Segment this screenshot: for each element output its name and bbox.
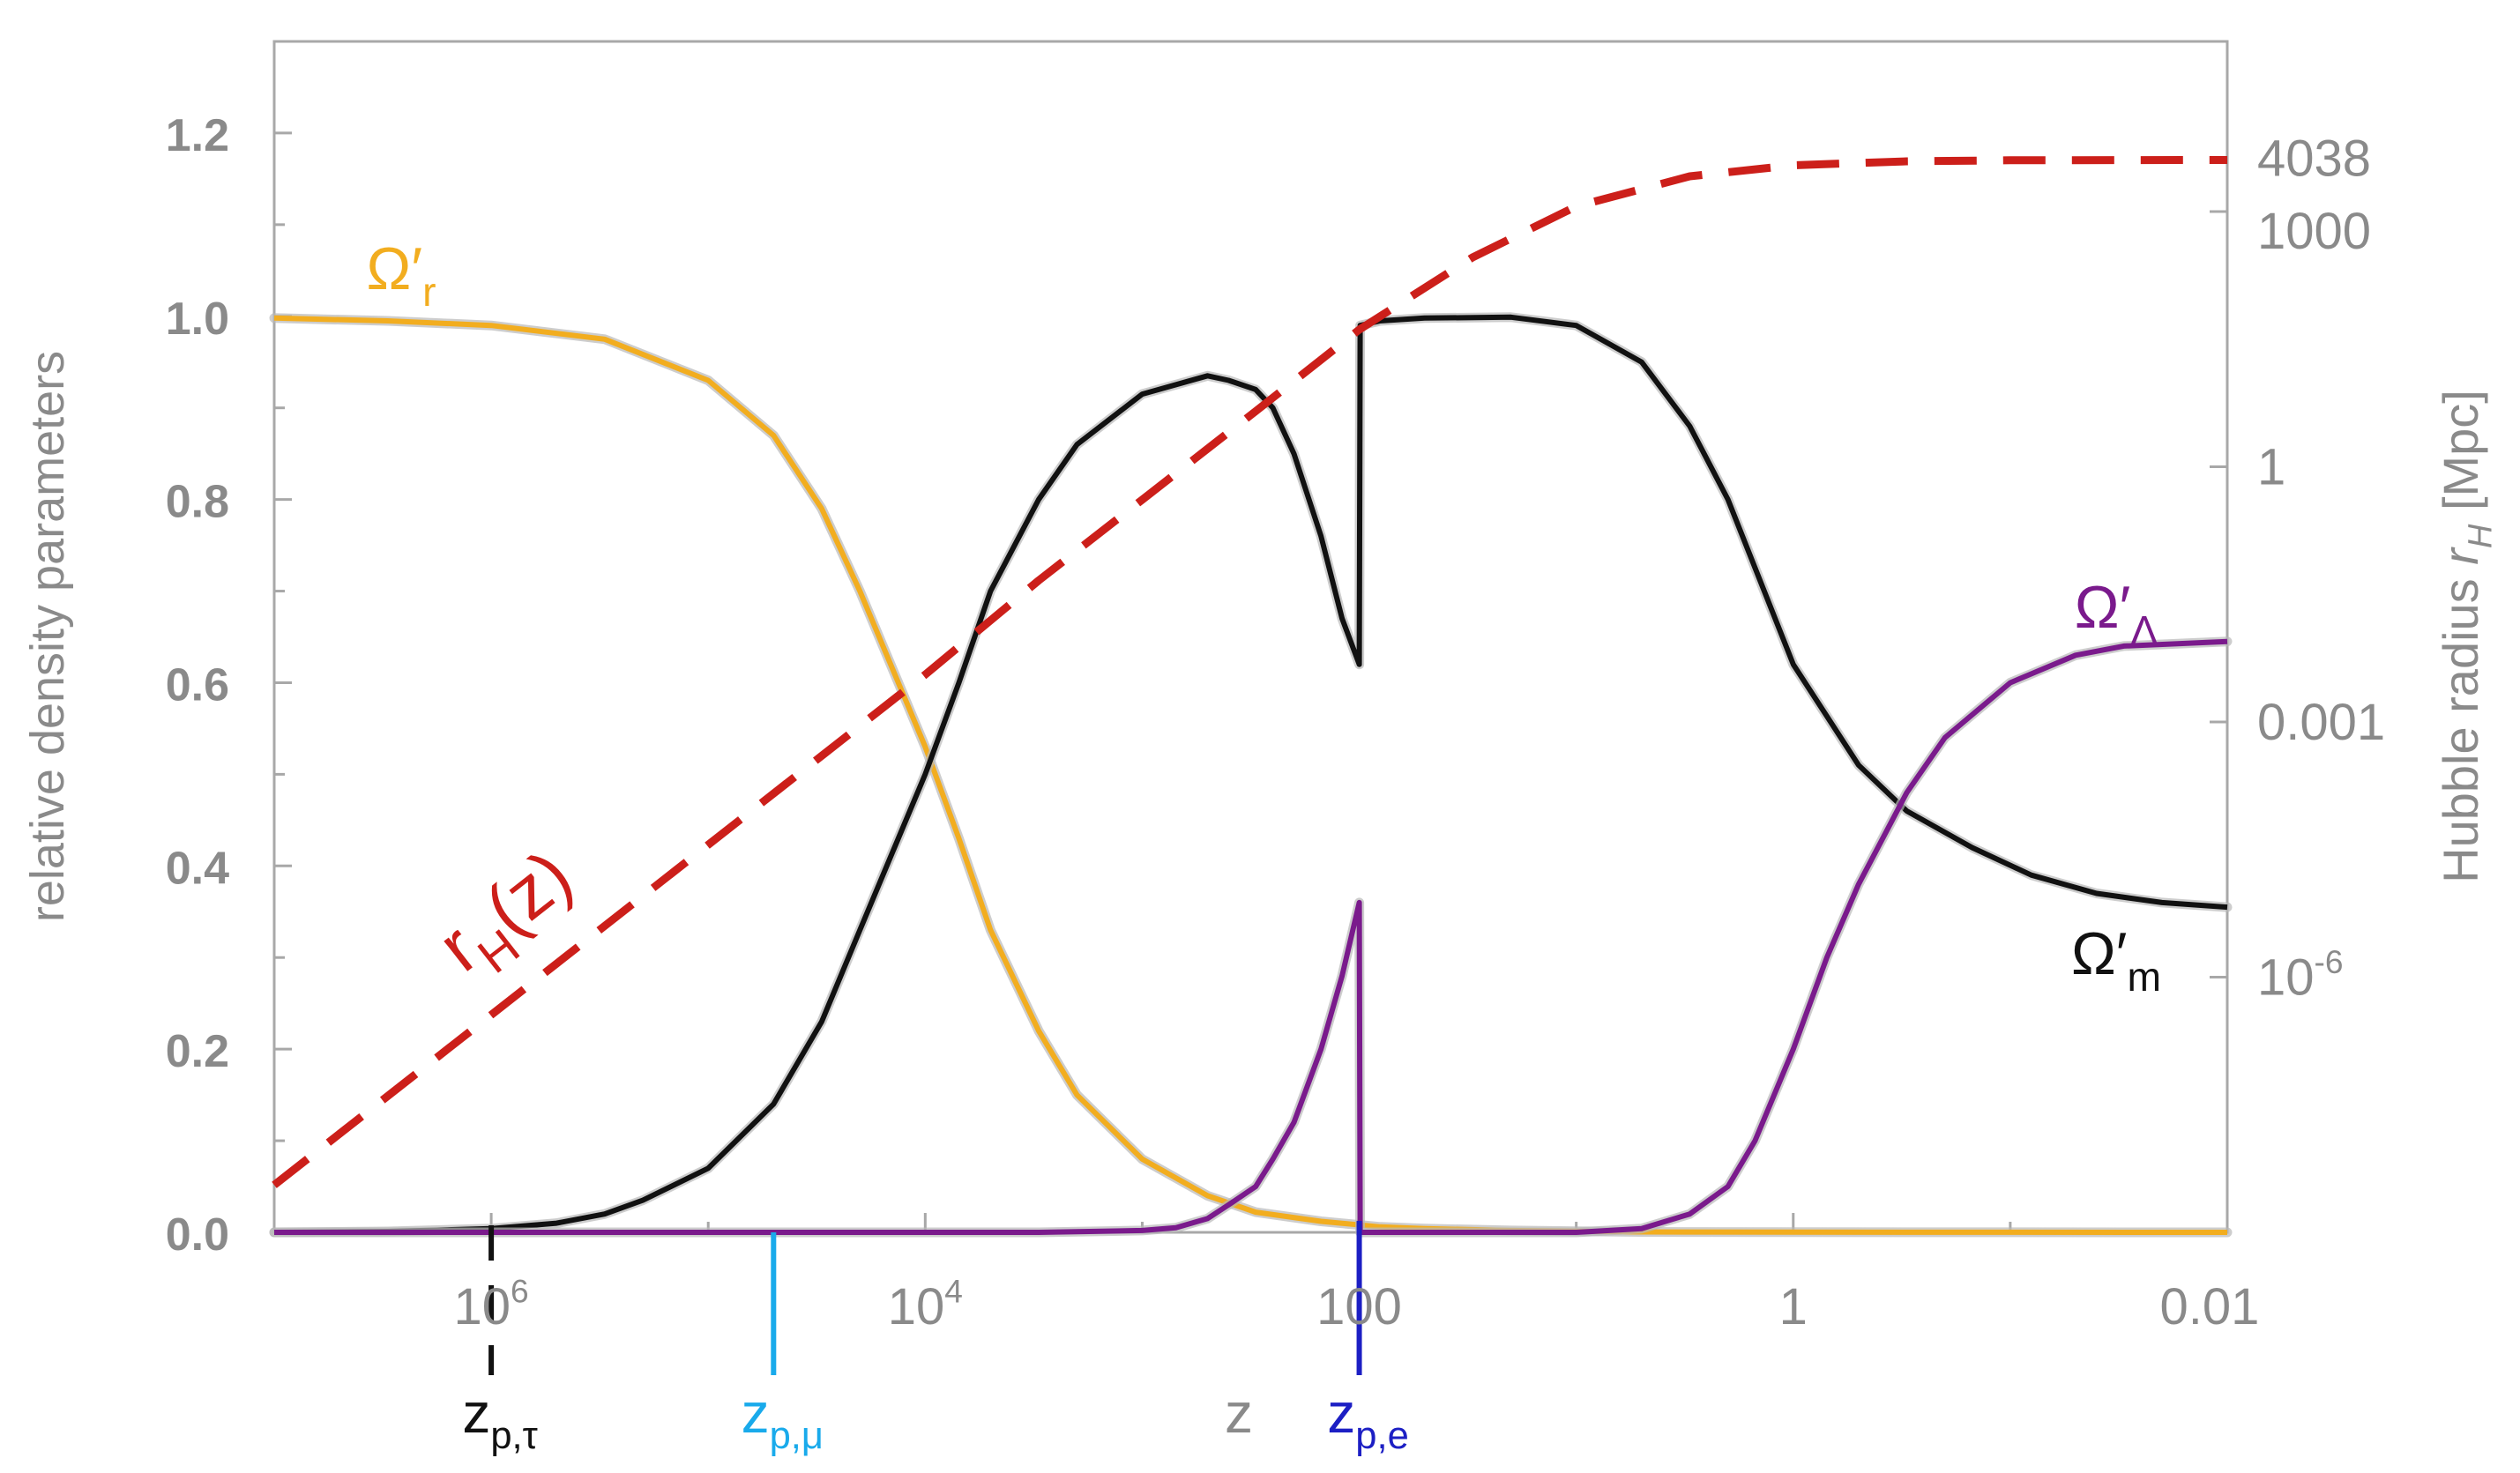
y-right-tick-label: 4038 (2257, 130, 2371, 188)
marker-p-label: zp,μ (742, 1381, 824, 1457)
y-right-tick-label: 1000 (2257, 203, 2371, 260)
y-left-tick-label: 0.2 (166, 1026, 229, 1077)
x-tick-label: 104 (888, 1273, 963, 1335)
y-right-tick-label: 10-6 (2257, 943, 2344, 1006)
y-left-tick-label: 0.8 (166, 477, 229, 528)
series-label-m: Ω′m (2071, 920, 2161, 1000)
tick-label-layer: 0.0 0.2 0.4 0.6 0.8 1.0 1.2 4038 1000 1 0.001 10-6 1… (166, 110, 2385, 1335)
y-right-axis-label: Hubble radius rH [Mpc] (2433, 390, 2500, 883)
series-m-halo (269, 312, 2233, 1238)
y-left-tick-label: 0.6 (166, 659, 229, 710)
series-layer (269, 156, 2233, 1238)
series-h-line (272, 156, 2228, 1188)
tick-marks (274, 40, 2229, 1234)
series-r-line (273, 315, 2228, 1235)
x-tick-label: 0.01 (2160, 1278, 2260, 1335)
y-right-tick-label: 1 (2257, 439, 2285, 496)
marker-p-label: zp,τ (462, 1381, 537, 1457)
series-label-: Ω′Λ (2075, 574, 2158, 653)
y-left-tick-label: 0.0 (166, 1209, 229, 1261)
series-r-halo (269, 313, 2233, 1238)
x-tick-label: 100 (1316, 1278, 1402, 1335)
y-left-tick-label: 0.4 (166, 843, 229, 894)
y-left-axis-label: relative density parameters (21, 351, 74, 922)
y-right-tick-label: 0.001 (2257, 694, 2385, 751)
x-axis-label: z (1225, 1381, 1253, 1445)
series-label-h: rH(z) (424, 835, 596, 999)
label-layer: zp,τ zp,μ zp,e z relative density parameters… (21, 235, 2500, 1457)
marker-p-e-label: zp,e (1327, 1381, 1409, 1457)
marker-layer (488, 1221, 1362, 1375)
y-left-tick-label: 1.0 (166, 294, 229, 345)
y-left-tick-label: 1.2 (166, 110, 229, 161)
x-tick-label: 106 (454, 1273, 529, 1335)
series--line (274, 638, 2228, 1235)
series-label-r: Ω′r (367, 235, 436, 315)
plot-frame (272, 40, 2229, 1234)
series--halo (269, 636, 2233, 1238)
series-m-line (273, 314, 2228, 1235)
x-tick-label: 1 (1779, 1278, 1808, 1335)
